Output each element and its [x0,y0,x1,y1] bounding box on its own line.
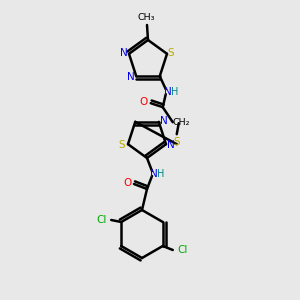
Text: Cl: Cl [178,245,188,255]
Text: Cl: Cl [96,215,106,225]
Text: N: N [164,87,172,97]
Text: S: S [173,137,180,147]
Text: N: N [160,116,168,126]
Text: O: O [140,97,148,107]
Text: N: N [167,140,175,150]
Text: N: N [120,48,128,58]
Text: S: S [119,140,125,150]
Text: O: O [123,178,131,188]
Text: N: N [150,169,158,179]
Text: N: N [128,72,135,82]
Text: S: S [168,48,174,58]
Text: CH₃: CH₃ [137,13,155,22]
Text: CH₂: CH₂ [172,118,190,127]
Text: H: H [171,87,178,97]
Text: H: H [157,169,165,179]
